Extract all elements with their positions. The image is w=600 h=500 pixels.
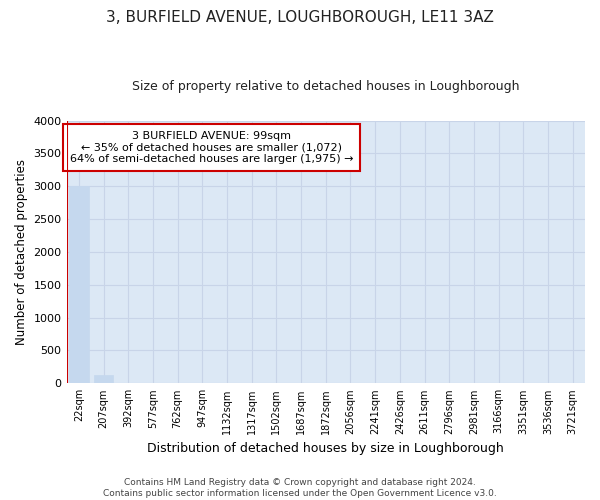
Text: Contains HM Land Registry data © Crown copyright and database right 2024.
Contai: Contains HM Land Registry data © Crown c… xyxy=(103,478,497,498)
Y-axis label: Number of detached properties: Number of detached properties xyxy=(15,159,28,345)
Text: 3 BURFIELD AVENUE: 99sqm
← 35% of detached houses are smaller (1,072)
64% of sem: 3 BURFIELD AVENUE: 99sqm ← 35% of detach… xyxy=(70,131,353,164)
Bar xyxy=(69,186,89,384)
Title: Size of property relative to detached houses in Loughborough: Size of property relative to detached ho… xyxy=(132,80,520,93)
Text: 3, BURFIELD AVENUE, LOUGHBOROUGH, LE11 3AZ: 3, BURFIELD AVENUE, LOUGHBOROUGH, LE11 3… xyxy=(106,10,494,25)
X-axis label: Distribution of detached houses by size in Loughborough: Distribution of detached houses by size … xyxy=(148,442,504,455)
Bar xyxy=(94,376,113,384)
